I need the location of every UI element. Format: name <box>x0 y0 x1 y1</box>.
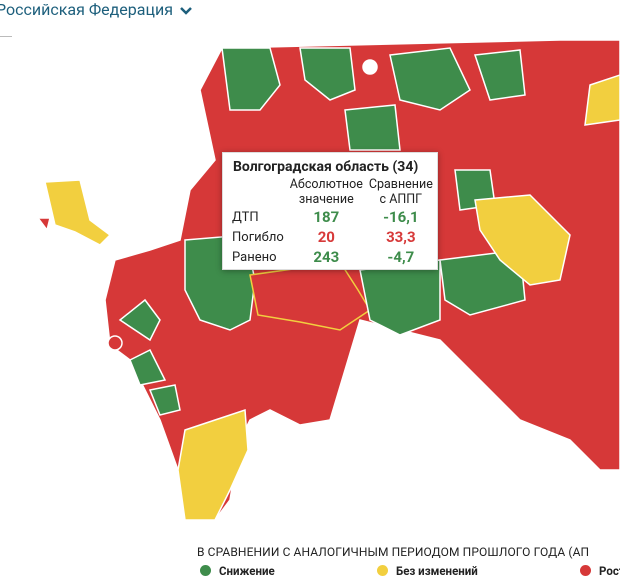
legend-label: Рост <box>599 564 620 578</box>
region-selector-label: Российская Федерация <box>0 0 173 19</box>
tooltip-title: Волгоградская область (34) <box>233 159 419 175</box>
region[interactable] <box>473 49 526 101</box>
region[interactable] <box>299 47 356 101</box>
comparison-value: -4,7 <box>387 248 415 266</box>
chevron-icon <box>180 6 192 15</box>
region[interactable] <box>389 47 471 111</box>
region[interactable] <box>107 335 123 351</box>
legend-swatch <box>377 565 388 576</box>
legend-item[interactable]: Снижение <box>200 564 275 578</box>
legend-title: В СРАВНЕНИИ С АНАЛОГИЧНЫМ ПЕРИОДОМ ПРОШЛ… <box>197 545 590 559</box>
region[interactable] <box>177 408 249 521</box>
row-label: ДТП <box>232 209 259 225</box>
region[interactable] <box>44 179 112 246</box>
region[interactable] <box>118 298 161 342</box>
region[interactable] <box>474 194 571 286</box>
legend-swatch <box>580 565 591 576</box>
legend-label: Без изменений <box>396 564 478 578</box>
legend-item[interactable]: Без изменений <box>377 564 478 578</box>
region[interactable] <box>584 74 620 126</box>
row-label: Погибло <box>232 229 284 245</box>
tooltip-table: Абсолютное значение Сравнение с АППГ ДТП… <box>229 177 436 267</box>
region[interactable] <box>148 384 181 416</box>
legend-label: Снижение <box>219 564 275 578</box>
region[interactable] <box>129 348 167 386</box>
table-corner <box>229 177 287 207</box>
column-header: Абсолютное значение <box>289 177 363 207</box>
legend-swatch <box>200 565 211 576</box>
absolute-value: 187 <box>313 208 340 226</box>
regions <box>36 39 620 521</box>
region-selector[interactable]: Российская Федерация <box>0 0 193 19</box>
map-hole <box>362 59 378 75</box>
absolute-value: 20 <box>317 228 335 246</box>
divider <box>0 36 12 37</box>
region[interactable] <box>221 47 281 111</box>
row-label: Ранено <box>232 249 277 265</box>
legend-item[interactable]: Рост <box>580 564 620 578</box>
region[interactable] <box>344 104 401 151</box>
absolute-value: 243 <box>313 248 340 266</box>
column-header: Сравнение с АППГ <box>368 177 433 207</box>
region[interactable] <box>36 217 51 232</box>
tooltip: Волгоградская область (34) Абсолютное зн… <box>222 152 438 270</box>
comparison-value: 33,3 <box>386 228 416 246</box>
comparison-value: -16,1 <box>383 208 419 226</box>
